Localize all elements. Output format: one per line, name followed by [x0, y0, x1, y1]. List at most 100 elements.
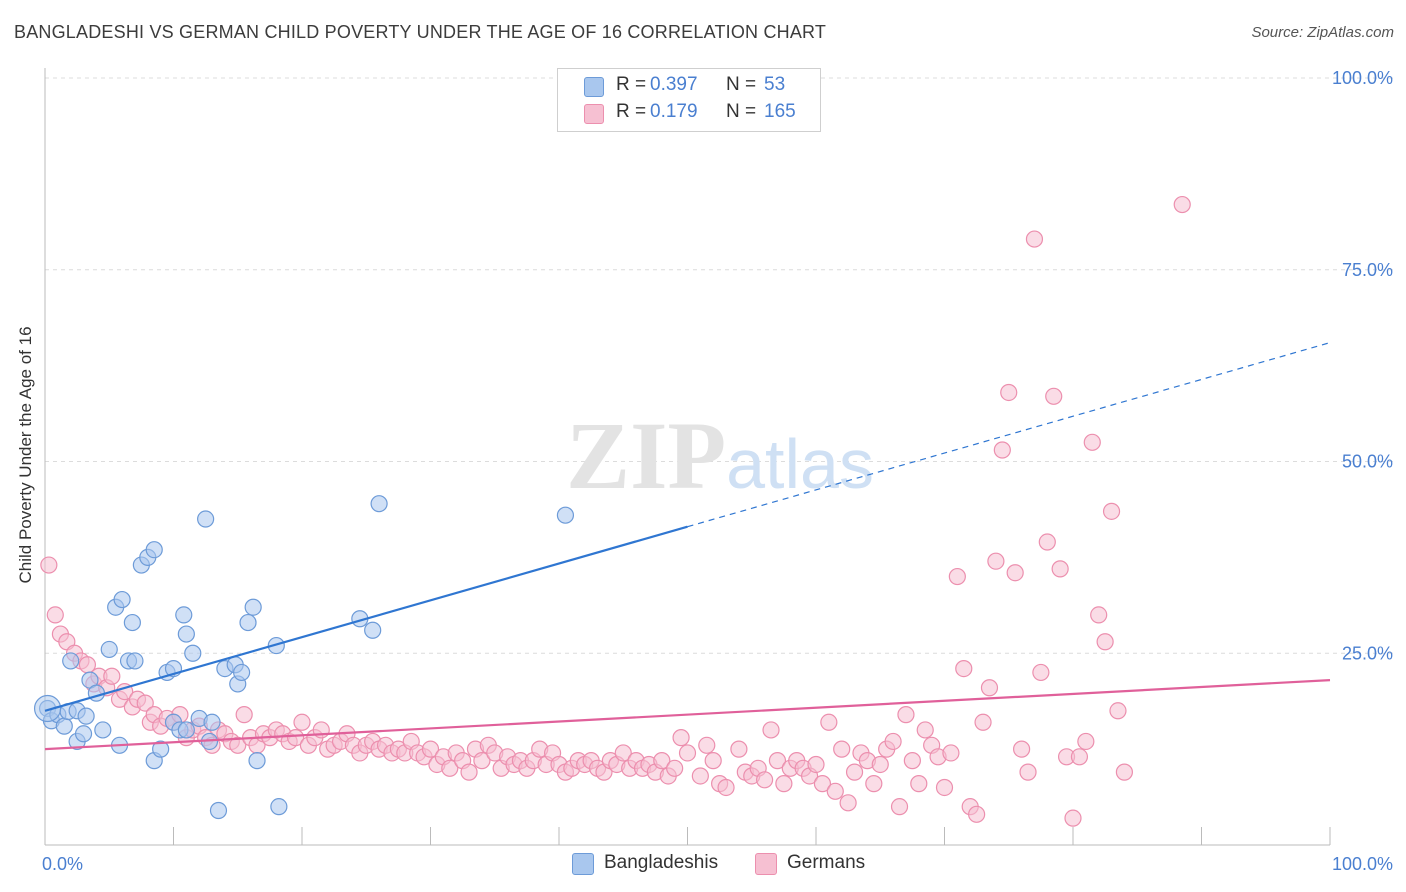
data-point: [270, 798, 288, 816]
data-point: [40, 556, 58, 574]
correlation-legend: R = 0.397 N = 53 R = 0.179 N = 165: [557, 68, 821, 132]
data-point: [293, 713, 311, 731]
data-point: [177, 721, 195, 739]
data-point: [1051, 560, 1069, 578]
legend-label-germans: Germans: [787, 852, 866, 873]
y-tick-label: 75.0%: [1342, 260, 1393, 280]
data-point: [717, 778, 735, 797]
legend-swatch-germans: [584, 104, 604, 124]
data-point: [175, 606, 193, 624]
data-point: [890, 798, 909, 816]
trend-line-germans: [44, 678, 1331, 751]
data-point: [1038, 533, 1056, 551]
data-point: [775, 775, 793, 793]
data-point: [145, 541, 163, 559]
data-point: [897, 706, 915, 724]
data-point: [62, 652, 80, 670]
data-point: [286, 729, 305, 747]
watermark: ZIPatlas: [566, 402, 874, 509]
data-point: [1070, 748, 1089, 766]
data-point: [441, 759, 459, 777]
legend-r-value: 0.397: [650, 74, 698, 95]
data-point: [123, 613, 141, 632]
series-germans: [40, 195, 1191, 827]
data-point: [421, 740, 440, 758]
data-point: [903, 752, 921, 770]
data-point: [103, 667, 121, 685]
data-point: [209, 801, 228, 820]
data-point: [730, 740, 748, 758]
y-tick-label: 100.0%: [1332, 68, 1393, 88]
data-point: [666, 759, 684, 777]
data-point: [370, 495, 388, 513]
x-tick-label: 0.0%: [42, 854, 83, 874]
data-point: [833, 740, 851, 758]
data-point: [235, 706, 253, 724]
data-point: [197, 510, 215, 528]
data-point: [184, 644, 202, 662]
data-point: [1083, 433, 1101, 451]
data-point: [177, 625, 195, 643]
data-point: [1077, 732, 1095, 751]
data-point: [1096, 633, 1114, 651]
data-point: [229, 736, 247, 754]
data-point: [1064, 809, 1082, 827]
data-point: [233, 663, 251, 682]
data-point: [813, 775, 832, 793]
legend-n-label: N =: [726, 101, 757, 122]
data-point: [33, 694, 62, 723]
data-point: [1032, 663, 1050, 682]
data-point: [113, 590, 131, 609]
data-point: [910, 775, 928, 793]
data-point: [653, 752, 671, 770]
data-point: [1090, 606, 1108, 624]
data-point: [755, 771, 774, 789]
trend-line-bangladeshis: [44, 525, 688, 712]
data-point: [1109, 702, 1127, 720]
data-point: [942, 744, 960, 762]
legend-swatch-bangladeshis: [572, 853, 594, 875]
trend-line-bangladeshis-extension: [687, 342, 1331, 528]
legend-label-bangladeshis: Bangladeshis: [604, 852, 719, 873]
data-point: [1045, 387, 1063, 405]
data-point: [1019, 763, 1037, 781]
data-point: [1102, 502, 1121, 520]
legend-r-value: 0.179: [650, 101, 698, 122]
data-point: [614, 744, 632, 762]
data-point: [762, 721, 780, 739]
data-point: [94, 721, 112, 739]
data-point: [672, 729, 690, 747]
data-point: [916, 721, 934, 739]
data-point: [826, 782, 844, 800]
data-point: [244, 598, 262, 616]
data-point: [1012, 740, 1031, 758]
chart-source: Source: ZipAtlas.com: [1251, 24, 1394, 41]
legend-n-value: 165: [764, 101, 796, 122]
data-point: [1173, 195, 1191, 214]
data-point: [460, 763, 478, 781]
data-point: [993, 441, 1011, 459]
data-point: [820, 713, 838, 731]
x-tick-label: 100.0%: [1332, 854, 1393, 874]
data-point: [974, 713, 992, 731]
data-point: [987, 552, 1005, 570]
y-tick-label: 25.0%: [1342, 643, 1393, 663]
data-point: [948, 567, 966, 586]
data-point: [1025, 230, 1044, 248]
data-point: [364, 621, 382, 639]
data-point: [845, 763, 864, 781]
data-point: [239, 613, 257, 632]
data-point: [698, 736, 716, 754]
data-point: [1000, 383, 1018, 402]
data-point: [865, 775, 883, 793]
data-point: [203, 713, 221, 731]
data-point: [248, 752, 266, 770]
data-point: [473, 752, 491, 770]
data-point: [678, 744, 697, 762]
series-legend: Bangladeshis Germans: [0, 852, 1406, 878]
legend-r-label: R =: [616, 101, 647, 122]
data-point: [704, 752, 722, 770]
data-point: [884, 732, 902, 751]
legend-n-value: 53: [764, 74, 786, 95]
data-point: [55, 717, 73, 735]
